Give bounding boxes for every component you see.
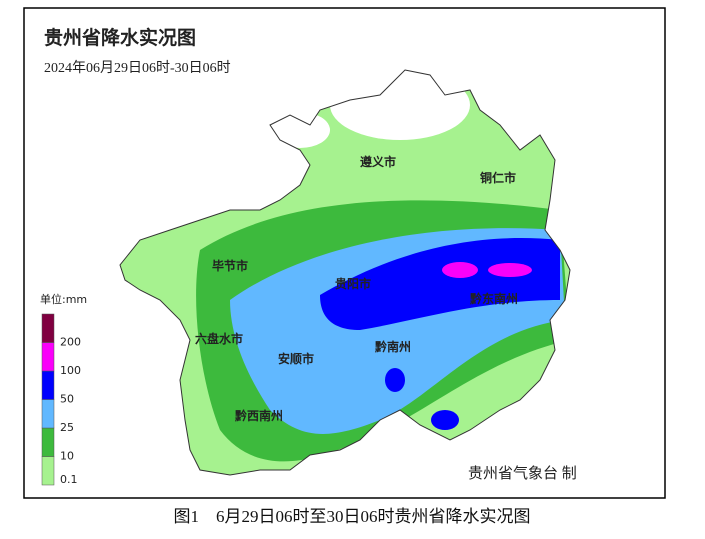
- zone-blue: [431, 410, 459, 430]
- legend-label: 100: [60, 364, 81, 377]
- city-label: 贵阳市: [335, 276, 371, 291]
- legend-unit: 单位:mm: [40, 292, 87, 306]
- zone-blue: [385, 368, 405, 392]
- credit: 贵州省气象台 制: [468, 465, 577, 482]
- legend-swatch: [41, 399, 55, 429]
- legend-label: 10: [60, 450, 74, 463]
- legend-label: 200: [60, 336, 81, 349]
- city-label: 黔东南州: [470, 291, 518, 306]
- caption: 图1 6月29日06时至30日06时贵州省降水实况图: [174, 507, 531, 526]
- zone-magenta: [488, 263, 532, 277]
- city-label: 黔西南州: [235, 408, 283, 423]
- legend-swatch: [41, 370, 55, 400]
- city-label: 遵义市: [360, 154, 396, 169]
- zone-blue: [320, 238, 560, 330]
- legend-swatch: [41, 313, 55, 343]
- legend-swatch: [41, 456, 55, 486]
- city-label: 安顺市: [278, 351, 314, 366]
- legend-swatch: [41, 342, 55, 372]
- legend-label: 0.1: [60, 473, 78, 486]
- legend: 0.1 10 25 50 100 200: [41, 313, 81, 486]
- city-labels: 遵义市 铜仁市 毕节市 贵阳市 黔东南州 六盘水市 安顺市 黔南州 黔西南州: [195, 154, 518, 423]
- city-label: 毕节市: [212, 258, 248, 273]
- title: 贵州省降水实况图: [44, 26, 196, 49]
- legend-label: 50: [60, 393, 74, 406]
- zone-magenta: [442, 262, 478, 278]
- city-label: 六盘水市: [195, 331, 243, 346]
- subtitle: 2024年06月29日06时-30日06时: [44, 60, 231, 76]
- city-label: 铜仁市: [480, 170, 516, 185]
- city-label: 黔南州: [375, 339, 411, 354]
- legend-label: 25: [60, 421, 74, 434]
- legend-swatch: [41, 427, 55, 457]
- zone-none: [270, 112, 330, 148]
